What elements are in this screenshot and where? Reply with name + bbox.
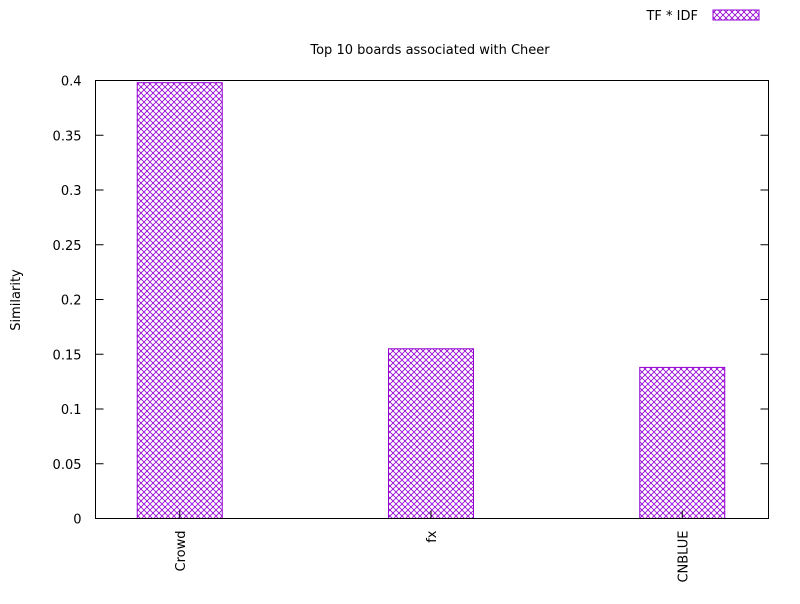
legend-swatch	[712, 9, 760, 21]
bar-crowd	[136, 82, 223, 519]
x-tick-label: Crowd	[174, 531, 189, 572]
y-tick-label: 0	[73, 513, 81, 528]
y-axis-label: Similarity	[9, 269, 24, 331]
y-tick-label: 0.25	[53, 239, 82, 254]
bar-fx	[388, 348, 474, 519]
chart-title: Top 10 boards associated with Cheer	[309, 43, 550, 58]
x-tick-label: CNBLUE	[676, 531, 691, 583]
y-axis: 0 0.05 0.1 0.15 0.2 0.25 0.3 0.35 0.4	[53, 75, 769, 528]
y-tick-label: 0.15	[53, 348, 82, 363]
x-axis: Crowd fx CNBLUE	[174, 510, 691, 583]
x-tick-label: fx	[425, 530, 440, 543]
legend-label: TF * IDF	[645, 9, 698, 24]
y-tick-label: 0.2	[61, 294, 82, 309]
y-tick-label: 0.3	[61, 184, 82, 199]
legend: TF * IDF	[645, 9, 760, 24]
bar-cnblue	[639, 366, 726, 520]
y-tick-label: 0.35	[53, 129, 82, 144]
y-tick-label: 0.1	[61, 403, 82, 418]
y-tick-label: 0.4	[61, 75, 82, 90]
bar-series	[136, 82, 726, 520]
plot-frame	[95, 80, 769, 519]
y-tick-label: 0.05	[53, 458, 82, 473]
